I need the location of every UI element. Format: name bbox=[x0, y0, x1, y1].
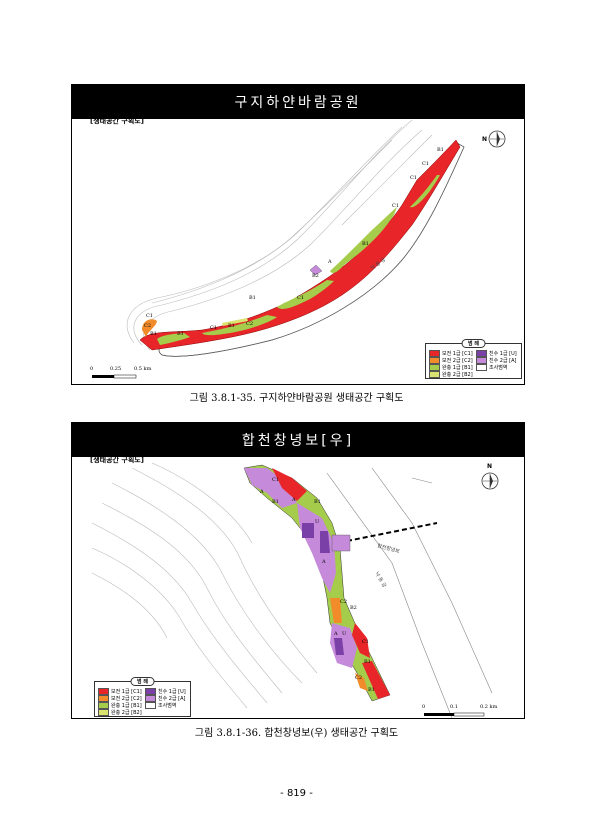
zone-label: A bbox=[291, 497, 296, 503]
figure-2-panel: 합천창녕보[우] [생태공간 구획도] bbox=[71, 422, 525, 719]
figure-1-legend: 범 례 보전 1급 [C1] 보전 2급 [C2] 완충 1급 [B1] 완충 … bbox=[425, 339, 522, 379]
scale-label: 0.1 bbox=[450, 704, 458, 710]
legend-item: 보전 2급 [C2] bbox=[429, 357, 473, 364]
legend-item: 완충 2급 [B2] bbox=[98, 709, 142, 716]
figure-2-map: C1 A B1 A B1 U A C2 B2 A U C1 B1 C2 B1 합… bbox=[91, 462, 499, 718]
legend-item: 친수 1급 [U] bbox=[476, 350, 517, 357]
zone-label: C1 bbox=[392, 203, 399, 209]
zone-label: C2 bbox=[340, 599, 347, 605]
figure-1-caption: 그림 3.8.1-35. 구지하얀바람공원 생태공간 구획도 bbox=[189, 393, 404, 404]
zone-label: U bbox=[315, 519, 319, 525]
north-label: N bbox=[487, 463, 492, 470]
legend-item: 친수 2급 [A] bbox=[476, 357, 516, 364]
zone-label: B1 bbox=[362, 241, 369, 247]
scale-label: 0.25 bbox=[110, 366, 122, 372]
zone-label: C1 bbox=[272, 477, 279, 483]
legend-item: 보전 1급 [C1] bbox=[98, 688, 142, 695]
zone-label: B2 bbox=[312, 273, 319, 279]
figure-2-legend: 범 례 보전 1급 [C1] 보전 2급 [C2] 완충 1급 [B1] 완충 … bbox=[94, 677, 191, 717]
contour-lines bbox=[91, 462, 318, 709]
legend-item: 보전 2급 [C2] bbox=[98, 695, 142, 702]
legend-item: 완충 1급 [B1] bbox=[429, 364, 473, 371]
zone-label: B1 bbox=[437, 147, 444, 153]
figure-2-river-label: 낙 동 강 bbox=[373, 571, 388, 590]
scale-label: 0.5 km bbox=[134, 366, 152, 372]
legend-item: 조사범역 bbox=[476, 364, 507, 371]
zone-label: B1 bbox=[228, 323, 235, 329]
scale-label: 0 bbox=[422, 704, 426, 710]
figure-2-caption: 그림 3.8.1-36. 합천창녕보(우) 생태공간 구획도 bbox=[194, 728, 399, 739]
figure-1-panel: 구지하얀바람공원 [생태공간 구획도] B1 C1 C1 bbox=[71, 84, 525, 385]
zone-label: C1 bbox=[146, 313, 153, 319]
zone-label: A bbox=[333, 631, 338, 637]
figure-2-zone-labels: C1 A B1 A B1 U A C2 B2 A U C1 B1 C2 B1 bbox=[259, 477, 375, 693]
zone-label: B1 bbox=[272, 499, 279, 505]
figure-1-header: 구지하얀바람공원 bbox=[72, 85, 524, 119]
figure-1-map: B1 C1 C1 C1 B1 A B2 C1 B1 C2 B1 C1 B1 C1… bbox=[92, 119, 506, 379]
page-number: - 819 - bbox=[280, 788, 313, 799]
legend-item: 완충 1급 [B1] bbox=[98, 702, 142, 709]
north-label: N bbox=[482, 136, 487, 143]
figure-2-scale-bar bbox=[424, 712, 485, 717]
legend-item: 보전 1급 [C1] bbox=[429, 350, 473, 357]
zone-label: B2 bbox=[350, 605, 357, 611]
zone-label: C1 bbox=[410, 175, 417, 181]
figure-2-subtitle: [생태공간 구획도] bbox=[90, 456, 144, 464]
zone-label: C1 bbox=[362, 639, 369, 645]
north-arrow-icon bbox=[481, 472, 499, 490]
zone-label: A bbox=[259, 489, 264, 495]
zone-label: B1 bbox=[177, 331, 184, 337]
legend-title: 범 례 bbox=[130, 677, 155, 686]
zone-label: C2 bbox=[246, 321, 253, 327]
zone-label: A bbox=[321, 559, 326, 565]
figure-1-subtitle: [생태공간 구획도] bbox=[90, 117, 144, 125]
zone-label: C2 bbox=[355, 675, 362, 681]
zone-label: U bbox=[342, 631, 346, 637]
legend-item: 조사범역 bbox=[145, 702, 176, 709]
legend-title: 범 례 bbox=[461, 339, 486, 348]
legend-item: 친수 1급 [U] bbox=[145, 688, 186, 695]
zone-label: B1 bbox=[364, 659, 371, 665]
zone-label: C1 bbox=[210, 325, 217, 331]
zone-label: C1 bbox=[422, 161, 429, 167]
legend-item: 완충 2급 [B2] bbox=[429, 371, 473, 378]
figure-2-weir-label: 합천창녕보 bbox=[376, 542, 400, 555]
zone-label: A bbox=[327, 259, 332, 265]
scale-label: 0 bbox=[90, 366, 94, 372]
figure-1-zone-labels: B1 C1 C1 C1 B1 A B2 C1 B1 C2 B1 C1 B1 C1… bbox=[144, 147, 444, 337]
figure-2-header: 합천창녕보[우] bbox=[72, 423, 524, 457]
legend-item: 친수 2급 [A] bbox=[145, 695, 185, 702]
north-arrow-icon bbox=[488, 130, 506, 148]
scale-label: 0.2 km bbox=[480, 704, 498, 710]
zone-label: B1 bbox=[249, 295, 256, 301]
contour-lines bbox=[126, 119, 433, 351]
zone-label: C1 bbox=[297, 295, 304, 301]
figure-1-scale-bar bbox=[92, 374, 137, 379]
zone-label: B1 bbox=[150, 331, 157, 337]
zone-label: B1 bbox=[314, 499, 321, 505]
zone-label: C2 bbox=[144, 323, 151, 329]
zone-label: B1 bbox=[368, 687, 375, 693]
